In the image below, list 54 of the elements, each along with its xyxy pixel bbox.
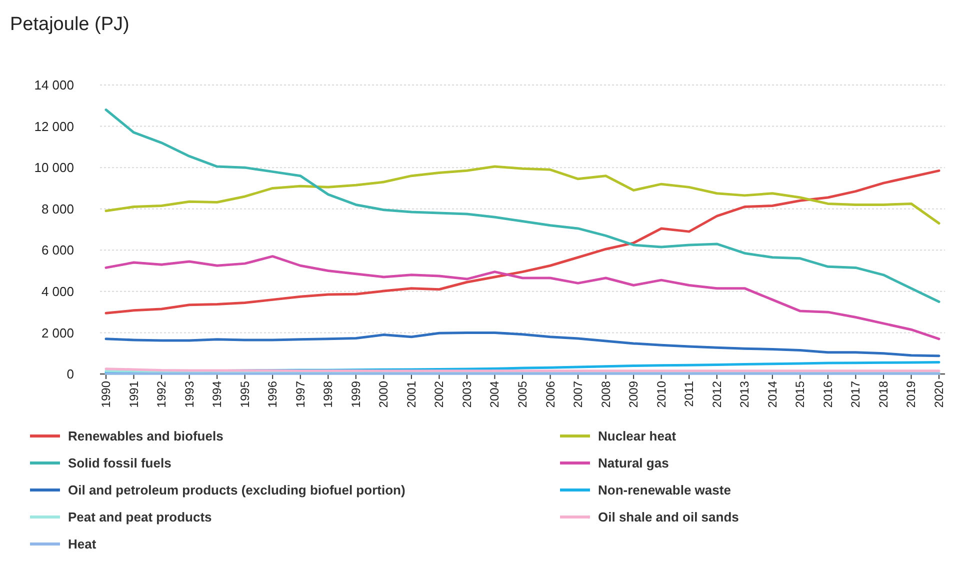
y-tick-label: 4 000 bbox=[41, 284, 74, 299]
y-tick-label: 12 000 bbox=[34, 118, 74, 134]
x-tick-label: 2016 bbox=[820, 380, 835, 408]
x-tick-label: 1994 bbox=[210, 380, 224, 408]
legend-label: Renewables and biofuels bbox=[68, 428, 224, 444]
legend-label: Peat and peat products bbox=[68, 510, 212, 525]
x-tick-label: 2012 bbox=[710, 380, 724, 408]
legend-label: Solid fossil fuels bbox=[68, 456, 172, 471]
x-tick-label: 1993 bbox=[182, 380, 196, 408]
legend-label: Natural gas bbox=[598, 456, 669, 471]
x-tick-label: 2015 bbox=[793, 380, 808, 408]
x-tick-label: 1997 bbox=[293, 380, 308, 408]
x-tick-label: 2000 bbox=[376, 380, 391, 408]
line-series bbox=[104, 255, 940, 340]
x-tick-label: 2004 bbox=[488, 380, 502, 408]
x-tick-label: 1991 bbox=[126, 380, 141, 408]
legend-label: Oil shale and oil sands bbox=[598, 510, 739, 525]
x-tick-label: 2005 bbox=[516, 380, 530, 408]
y-tick-label: 6 000 bbox=[41, 242, 74, 258]
x-tick-label: 2008 bbox=[598, 380, 613, 408]
x-tick-label: 2003 bbox=[460, 380, 474, 408]
x-tick-label: 1996 bbox=[266, 380, 280, 408]
x-tick-label: 2002 bbox=[432, 380, 446, 408]
y-tick-label: 10 000 bbox=[34, 160, 74, 176]
x-tick-label: 2020 bbox=[932, 380, 946, 408]
x-tick-label: 2010 bbox=[654, 380, 668, 408]
x-tick-label: 2019 bbox=[904, 380, 918, 408]
y-tick-label: 0 bbox=[66, 366, 74, 382]
x-tick-label: 2006 bbox=[543, 380, 558, 408]
line-series bbox=[104, 108, 940, 303]
line-series bbox=[104, 165, 940, 225]
x-tick-label: 1990 bbox=[99, 380, 113, 408]
x-tick-label: 1998 bbox=[321, 380, 336, 408]
x-tick-label: 2018 bbox=[876, 380, 890, 408]
x-tick-label: 2001 bbox=[404, 380, 418, 408]
x-tick-label: 1999 bbox=[348, 380, 363, 408]
x-tick-label: 2007 bbox=[571, 380, 586, 408]
x-tick-label: 2017 bbox=[848, 380, 863, 408]
x-tick-label: 2013 bbox=[738, 380, 752, 408]
x-tick-label: 1992 bbox=[154, 380, 169, 408]
x-tick-label: 2009 bbox=[626, 380, 641, 408]
x-tick-label: 2011 bbox=[682, 380, 696, 407]
y-tick-label: 14 000 bbox=[34, 78, 74, 93]
y-tick-label: 2 000 bbox=[41, 325, 74, 340]
x-tick-label: 2014 bbox=[765, 380, 780, 408]
legend-label: Heat bbox=[68, 536, 97, 552]
legend-label: Nuclear heat bbox=[598, 428, 677, 444]
y-tick-label: 8 000 bbox=[41, 201, 74, 216]
legend-label: Non-renewable waste bbox=[598, 482, 731, 498]
line-series bbox=[104, 331, 940, 358]
legend-label: Oil and petroleum products (excluding biofuel portion) bbox=[68, 482, 406, 498]
y-axis-title: Petajoule (PJ) bbox=[10, 14, 130, 35]
x-tick-label: 1995 bbox=[238, 380, 252, 408]
line-series bbox=[104, 169, 940, 314]
